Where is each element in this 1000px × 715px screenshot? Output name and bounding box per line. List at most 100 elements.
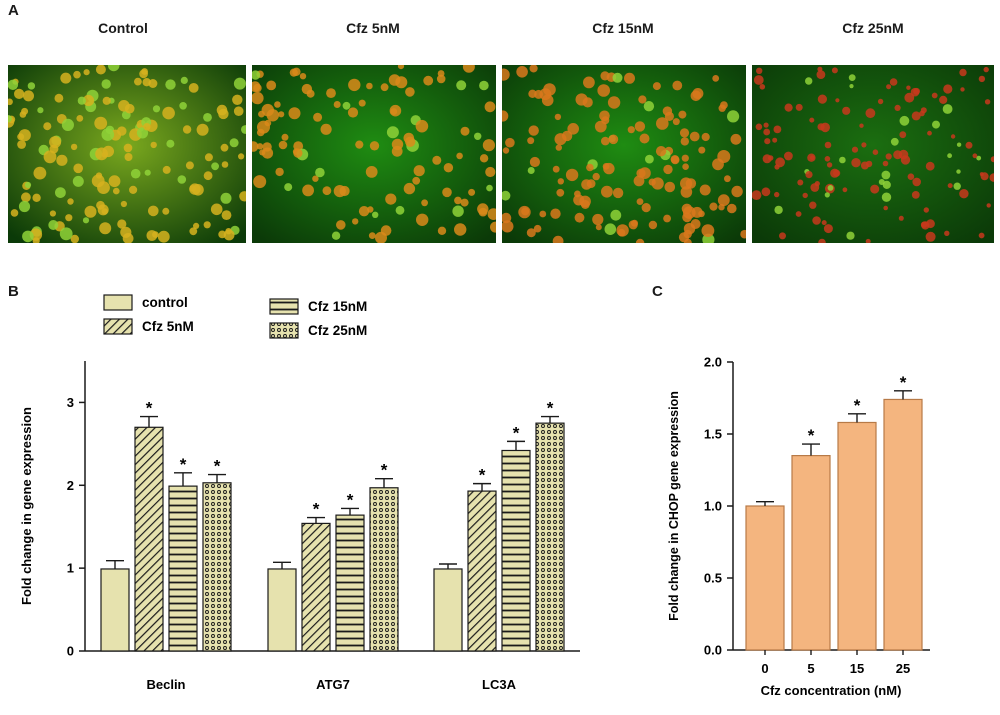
- cell: [289, 68, 298, 77]
- significance-star: *: [513, 423, 520, 442]
- cell: [656, 117, 669, 130]
- cell: [108, 175, 121, 188]
- cell: [684, 238, 692, 243]
- cell: [978, 232, 985, 239]
- cell: [189, 227, 198, 236]
- cell: [386, 126, 399, 139]
- cell: [502, 68, 510, 81]
- significance-star: *: [808, 426, 815, 445]
- significance-star: *: [347, 490, 354, 509]
- x-category-label: 0: [761, 661, 768, 676]
- chart-b-bars: * * * Beclin * * * ATG7 * * * LC3A: [100, 399, 565, 692]
- cell: [479, 80, 489, 91]
- cell: [720, 101, 728, 109]
- cell: [689, 131, 700, 142]
- cell: [567, 123, 579, 135]
- cell: [221, 210, 232, 221]
- bar: [535, 422, 565, 652]
- cell: [413, 165, 425, 177]
- cell: [59, 227, 73, 241]
- micrograph-background: [752, 65, 994, 243]
- cell: [210, 203, 223, 216]
- cell: [604, 223, 617, 235]
- cell: [505, 137, 515, 148]
- cell: [143, 123, 151, 131]
- cell: [437, 226, 447, 235]
- cell: [670, 155, 680, 164]
- cell: [550, 208, 561, 219]
- cell: [355, 140, 364, 149]
- cell: [306, 89, 315, 98]
- cell: [193, 222, 200, 229]
- cell: [22, 230, 34, 243]
- micrograph-cells: [8, 65, 246, 243]
- cell: [608, 134, 619, 145]
- cell: [139, 69, 149, 79]
- cell: [102, 145, 115, 158]
- cell: [953, 182, 961, 190]
- legend-label: Cfz 15nM: [308, 299, 367, 314]
- cell: [761, 187, 771, 197]
- cell: [807, 153, 816, 162]
- cell: [117, 219, 127, 229]
- cell: [482, 139, 495, 152]
- cell: [352, 218, 359, 225]
- cell: [763, 128, 771, 136]
- cell: [527, 137, 535, 145]
- cell: [415, 119, 429, 133]
- cell: [762, 154, 772, 164]
- cell: [882, 180, 891, 189]
- micrograph-cells: [502, 65, 746, 243]
- cell: [818, 238, 826, 243]
- panel-c-letter: C: [652, 283, 663, 300]
- cell: [795, 103, 803, 111]
- cell: [797, 179, 804, 186]
- cell: [624, 72, 635, 84]
- cell: [302, 184, 314, 197]
- cell: [405, 136, 416, 147]
- cell: [320, 123, 332, 135]
- cell: [680, 186, 693, 198]
- cell: [889, 78, 898, 86]
- cell: [253, 175, 267, 189]
- cell: [972, 153, 978, 159]
- x-axis-label: Cfz concentration (nM): [761, 683, 902, 698]
- cell: [129, 185, 138, 194]
- cell: [773, 125, 782, 134]
- cell: [701, 132, 710, 142]
- significance-star: *: [900, 373, 907, 392]
- bar: [134, 426, 164, 652]
- chart-c: 0.0 0.5 1.0 1.5 2.0 Fold change in CHOP gene …: [667, 355, 930, 698]
- cell: [701, 224, 715, 238]
- bar: [745, 505, 785, 651]
- cell: [664, 181, 676, 193]
- cell: [17, 140, 26, 149]
- bar: [467, 490, 497, 652]
- cell: [288, 107, 301, 120]
- cell: [144, 169, 151, 176]
- cell: [299, 73, 307, 80]
- cell: [322, 186, 332, 196]
- cell: [552, 165, 560, 173]
- cell: [894, 104, 901, 111]
- micro-label-control: Control: [98, 20, 148, 36]
- cell: [84, 205, 97, 218]
- significance-star: *: [381, 461, 388, 480]
- cell: [636, 198, 644, 206]
- cell: [266, 80, 277, 91]
- cell: [70, 234, 79, 243]
- cell: [872, 149, 879, 155]
- cell: [989, 173, 994, 182]
- cell: [82, 217, 90, 224]
- cell: [932, 120, 940, 129]
- cell: [881, 170, 891, 180]
- significance-star: *: [479, 466, 486, 485]
- micro-label-cfz-15nm: Cfz 15nM: [592, 20, 654, 36]
- cell: [216, 104, 228, 116]
- cell: [627, 126, 635, 134]
- cell: [635, 238, 645, 243]
- cell: [641, 203, 651, 213]
- cell: [423, 75, 434, 86]
- cell: [101, 128, 115, 141]
- cell: [97, 204, 109, 216]
